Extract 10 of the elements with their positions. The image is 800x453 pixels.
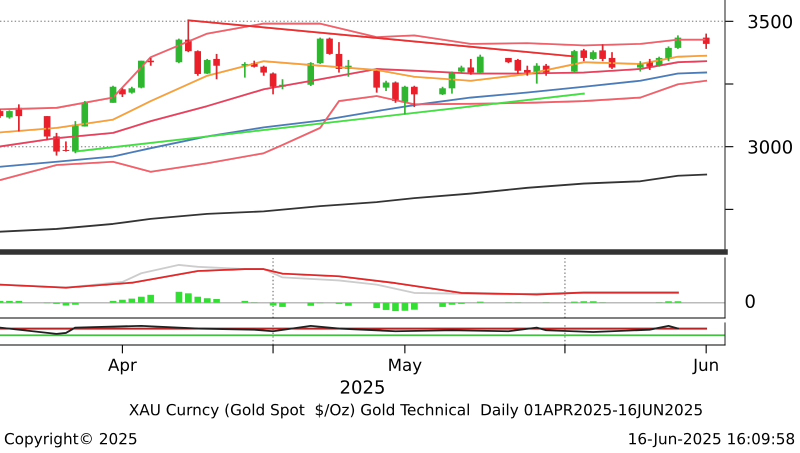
y-tick-label: 3500 bbox=[748, 14, 792, 28]
x-tick-label: Apr bbox=[108, 358, 137, 374]
text: Copyright© 2025 bbox=[4, 432, 136, 448]
text: 0 bbox=[746, 294, 755, 308]
y-tick-label: 3000 bbox=[748, 140, 792, 154]
x-tick-label: Jun bbox=[692, 358, 718, 374]
x-tick-label: May bbox=[389, 358, 422, 374]
text: XAU Curncy (Gold Spot $/Oz) Gold Technical Daily 01APR2025-16JUN2025 bbox=[129, 404, 702, 418]
text: 16-Jun-2025 16:09:58 bbox=[629, 432, 794, 448]
x-axis-title: 2025 bbox=[340, 380, 384, 394]
